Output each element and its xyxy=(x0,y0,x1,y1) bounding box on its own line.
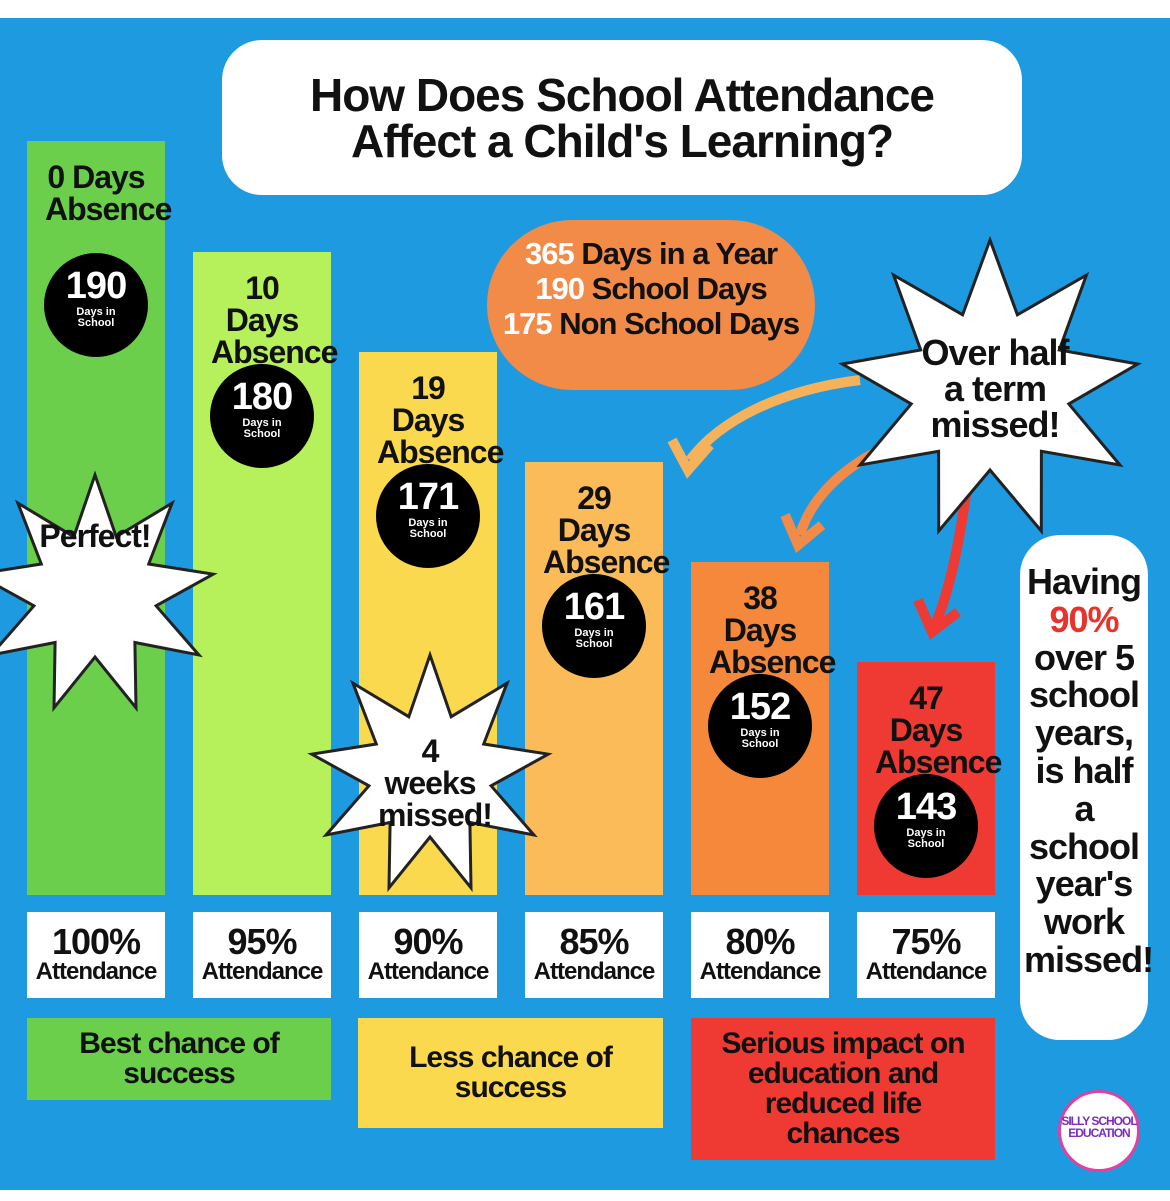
days-caption: Days in School xyxy=(408,516,448,540)
attendance-box: 95% Attendance xyxy=(193,912,331,998)
callout-perfect: Perfect! xyxy=(39,518,151,554)
absence-label: 38 Days Absence xyxy=(709,580,836,681)
days-caption: Days in School xyxy=(740,727,780,751)
absence-label: 0 Days Absence xyxy=(45,158,172,227)
attendance-caption: Attendance xyxy=(35,958,158,985)
title: How Does School Attendance Affect a Chil… xyxy=(222,40,1022,195)
days-caption: Days in School xyxy=(242,416,282,440)
side-note: Having 90% over 5 school years, is half … xyxy=(1020,535,1154,1040)
attendance-percent: 80% xyxy=(725,921,795,962)
days-caption: Days in School xyxy=(76,305,116,329)
attendance-caption: Attendance xyxy=(865,958,988,985)
year-fact-number: 190 xyxy=(535,271,585,306)
days-number: 171 xyxy=(397,475,459,518)
days-circle: 143 Days in School xyxy=(874,774,978,879)
attendance-box: 85% Attendance xyxy=(525,912,663,998)
attendance-caption: Attendance xyxy=(201,958,324,985)
days-number: 180 xyxy=(231,375,293,418)
outcome-band: Serious impact on education and reduced … xyxy=(691,1018,995,1160)
days-number: 190 xyxy=(65,264,127,307)
attendance-percent: 90% xyxy=(393,921,463,962)
days-circle: 171 Days in School xyxy=(376,463,480,568)
year-fact: 190 School Days xyxy=(487,273,815,304)
absence-label: 19 Days Absence xyxy=(377,369,504,470)
year-fact-number: 365 xyxy=(524,236,575,271)
year-fact-number: 175 xyxy=(502,306,553,341)
year-fact-text: Days in a Year xyxy=(581,236,778,271)
year-fact-text: School Days xyxy=(591,271,768,306)
attendance-caption: Attendance xyxy=(699,958,822,985)
side-note-after: over 5 school years, is half a school ye… xyxy=(1024,636,1154,980)
outcome-band: Best chance of success xyxy=(27,1018,331,1100)
days-number: 152 xyxy=(729,686,791,729)
days-circle: 180 Days in School xyxy=(210,363,314,468)
days-number: 161 xyxy=(563,586,625,629)
year-fact-text: Non School Days xyxy=(559,306,800,341)
attendance-percent: 85% xyxy=(559,921,629,962)
days-circle: 152 Days in School xyxy=(708,674,812,779)
attendance-box: 80% Attendance xyxy=(691,912,829,998)
days-caption: Days in School xyxy=(906,827,946,851)
attendance-box: 100% Attendance xyxy=(27,912,165,998)
days-circle: 161 Days in School xyxy=(542,574,646,679)
attendance-box: 75% Attendance xyxy=(857,912,995,998)
attendance-caption: Attendance xyxy=(533,958,656,985)
attendance-percent: 95% xyxy=(227,921,297,962)
days-number: 143 xyxy=(895,786,957,829)
attendance-percent: 100% xyxy=(51,921,141,962)
callout-half-term: Over half a term missed! xyxy=(921,332,1069,445)
logo: SILLY SCHOOL EDUCATION xyxy=(1058,1090,1140,1172)
outcome-band: Less chance of success xyxy=(358,1018,663,1128)
absence-label: 29 Days Absence xyxy=(543,480,670,581)
days-circle: 190 Days in School xyxy=(44,252,148,357)
year-fact: 175 Non School Days xyxy=(487,308,815,339)
absence-label: 47 Days Absence xyxy=(875,680,1002,781)
side-note-before: Having xyxy=(1026,561,1142,602)
year-facts: 365 Days in a Year 190 School Days 175 Non… xyxy=(487,220,815,390)
side-note-highlight: 90% xyxy=(1049,598,1119,640)
attendance-percent: 75% xyxy=(891,921,961,962)
callout-weeks: 4 weeks missed! xyxy=(378,733,493,833)
days-caption: Days in School xyxy=(574,627,614,651)
year-fact: 365 Days in a Year xyxy=(487,238,815,269)
absence-label: 10 Days Absence xyxy=(211,269,338,370)
attendance-box: 90% Attendance xyxy=(359,912,497,998)
attendance-caption: Attendance xyxy=(367,958,490,985)
